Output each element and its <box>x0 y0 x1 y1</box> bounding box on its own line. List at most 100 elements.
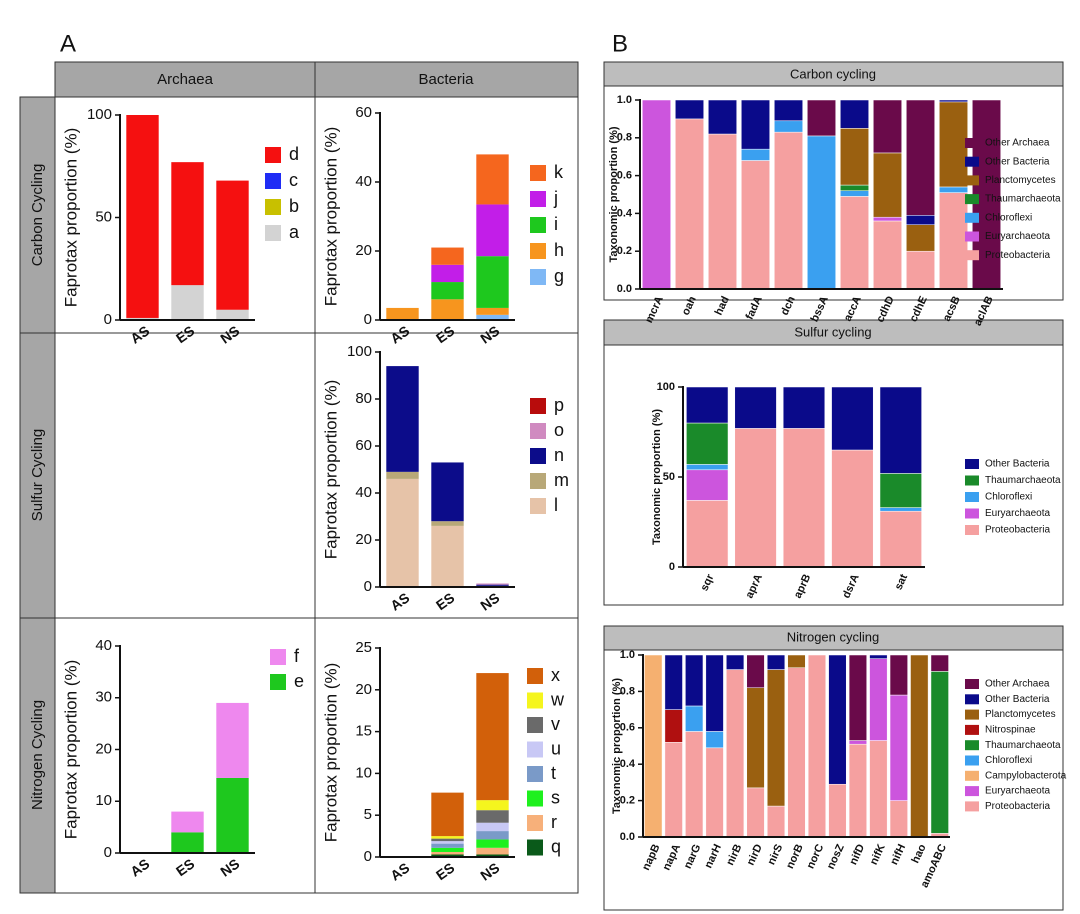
legend-label: Other Bacteria <box>985 694 1050 705</box>
bar-segment <box>664 654 683 710</box>
bar-segment <box>476 847 509 855</box>
chart-title: Sulfur cycling <box>794 324 871 339</box>
bar-segment <box>840 184 869 191</box>
y-tick-label: 20 <box>95 740 112 757</box>
bar-segment <box>708 99 737 135</box>
x-tick-label: AS <box>127 322 152 346</box>
chart-title: Nitrogen cycling <box>787 629 880 644</box>
y-tick-label: 15 <box>355 723 372 740</box>
legend-label: Other Archaea <box>985 138 1050 149</box>
x-tick-label: accA <box>842 294 864 323</box>
legend-swatch <box>530 165 546 181</box>
x-tick-label: nirD <box>745 842 765 867</box>
legend-swatch <box>527 717 543 733</box>
y-tick-label: 0.2 <box>617 245 632 257</box>
bar-segment <box>807 99 836 137</box>
legend-swatch <box>530 269 546 285</box>
y-tick-label: 0 <box>364 311 372 328</box>
y-tick-label: 50 <box>95 208 112 225</box>
bar-segment <box>734 428 777 568</box>
bar-segment <box>476 822 509 832</box>
legend-swatch <box>965 801 979 812</box>
chart-header <box>603 61 1064 87</box>
x-tick-label: norC <box>805 842 827 870</box>
bar-segment <box>431 836 464 839</box>
bar-segment <box>766 654 786 670</box>
chart-header <box>603 625 1064 651</box>
x-tick-label: napA <box>661 842 684 872</box>
legend-label: t <box>551 763 556 783</box>
legend-swatch <box>965 508 979 519</box>
legend-swatch <box>965 755 979 766</box>
legend-swatch <box>527 790 543 807</box>
legend-label: Thaumarchaeota <box>985 475 1061 486</box>
x-tick-label: ES <box>173 855 197 879</box>
legend-label: Other Bacteria <box>985 459 1050 470</box>
legend-swatch <box>530 243 546 259</box>
y-tick-label: 0.4 <box>620 758 636 770</box>
bar-segment <box>476 583 509 585</box>
legend-swatch <box>270 649 286 665</box>
legend-label: Proteobacteria <box>985 250 1050 261</box>
row-header: Nitrogen Cycling <box>29 700 46 810</box>
y-tick-label: 0.8 <box>620 685 635 697</box>
bar-segment <box>906 224 935 252</box>
legend-swatch <box>530 423 546 439</box>
legend-label: Chloroflexi <box>985 755 1032 766</box>
bar-segment <box>171 285 204 320</box>
x-tick-label: NS <box>477 859 502 883</box>
y-tick-label: 1.0 <box>620 649 635 661</box>
x-tick-label: dch <box>779 294 798 317</box>
bar-segment <box>828 783 847 838</box>
x-tick-label: nosZ <box>825 842 847 871</box>
chart-header <box>603 319 1064 346</box>
legend-swatch <box>270 674 286 690</box>
bar-segment <box>171 162 204 286</box>
row-header: Sulfur Cycling <box>29 429 46 522</box>
y-tick-label: 0.4 <box>617 207 633 219</box>
legend-swatch <box>530 398 546 414</box>
legend-swatch <box>527 766 543 782</box>
x-tick-label: dsrA <box>840 572 861 600</box>
legend-label: c <box>289 170 298 190</box>
bar-segment <box>675 99 704 120</box>
legend-swatch <box>527 692 543 709</box>
bar-segment <box>476 854 509 857</box>
legend-swatch <box>965 786 979 797</box>
x-tick-label: hao <box>910 842 929 865</box>
bar-segment <box>431 792 464 837</box>
x-tick-label: NS <box>477 589 502 613</box>
bar-segment <box>939 192 968 290</box>
bar-segment <box>873 152 902 218</box>
bar-segment <box>126 115 159 318</box>
legend-swatch <box>965 156 979 167</box>
x-tick-label: NS <box>477 322 502 346</box>
bar-segment <box>386 478 419 587</box>
legend-swatch <box>530 498 546 514</box>
legend-label: Nitrospinae <box>985 725 1036 736</box>
bar-segment <box>939 99 968 103</box>
x-tick-label: bssA <box>809 294 831 324</box>
bar-segment <box>216 702 249 778</box>
legend-swatch <box>965 492 979 502</box>
legend-swatch <box>965 525 979 535</box>
bar-segment <box>686 500 729 568</box>
bar-segment <box>431 843 464 848</box>
bar-segment <box>889 654 908 696</box>
bar-segment <box>939 101 968 188</box>
bar-segment <box>686 464 729 471</box>
x-tick-label: nifH <box>888 842 908 867</box>
bar-segment <box>686 469 729 501</box>
bar-segment <box>431 847 464 852</box>
bar-segment <box>873 220 902 290</box>
bar-segment <box>807 654 827 838</box>
bar-segment <box>431 462 464 522</box>
bar-segment <box>787 654 806 668</box>
legend-swatch <box>965 194 979 205</box>
bar-segment <box>930 671 949 834</box>
x-tick-label: aprB <box>792 572 813 600</box>
y-axis-label: Faprotax proportion (%) <box>61 128 80 308</box>
y-tick-label: 0 <box>104 311 112 328</box>
legend-label: u <box>551 738 561 758</box>
legend-swatch <box>530 217 546 233</box>
